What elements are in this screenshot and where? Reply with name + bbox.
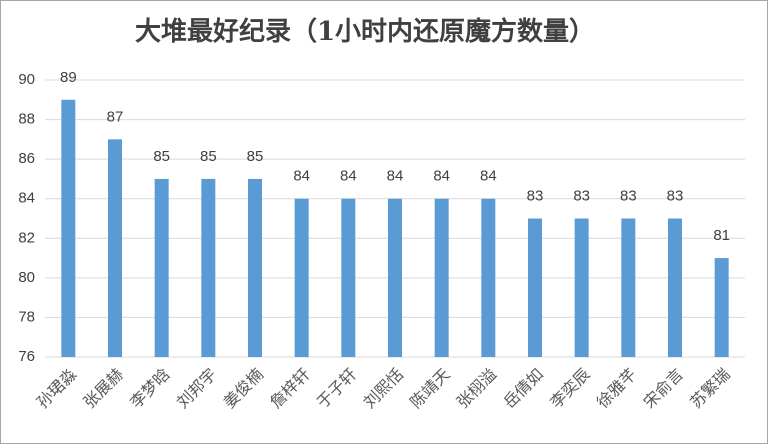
data-label: 85: [153, 148, 170, 165]
y-tick-label: 86: [18, 150, 35, 167]
bar: [154, 178, 169, 357]
y-tick-label: 80: [18, 269, 35, 286]
data-label: 84: [340, 168, 357, 185]
bar: [341, 198, 356, 357]
data-label: 85: [200, 148, 217, 165]
bar: [294, 198, 309, 357]
data-label: 87: [107, 108, 124, 125]
bar: [714, 258, 729, 357]
bar: [528, 218, 542, 357]
y-tick-label: 78: [18, 308, 35, 325]
y-tick-label: 84: [18, 190, 35, 207]
data-label: 84: [480, 168, 497, 185]
data-label: 85: [247, 148, 264, 165]
y-tick-label: 82: [18, 229, 35, 246]
chart-title: 大堆最好纪录（1小时内还原魔方数量）: [135, 16, 595, 47]
bar: [108, 139, 122, 357]
bar: [434, 198, 449, 357]
data-label: 83: [527, 187, 544, 204]
data-label: 83: [620, 187, 637, 204]
y-tick-label: 76: [18, 348, 35, 365]
y-tick-label: 90: [18, 71, 35, 88]
bar: [481, 198, 496, 357]
y-tick-label: 88: [18, 111, 35, 128]
bar: [201, 178, 216, 357]
data-label: 84: [387, 168, 404, 185]
bar: [574, 218, 589, 357]
data-label: 81: [713, 227, 730, 244]
data-label: 83: [667, 187, 684, 204]
bar: [668, 218, 682, 357]
data-label: 84: [433, 168, 450, 185]
bar: [388, 198, 402, 357]
bar: [61, 99, 76, 358]
bar: [621, 218, 636, 357]
data-label: 89: [60, 69, 77, 86]
bar: [248, 178, 262, 357]
data-label: 83: [573, 187, 590, 204]
data-label: 84: [293, 168, 310, 185]
